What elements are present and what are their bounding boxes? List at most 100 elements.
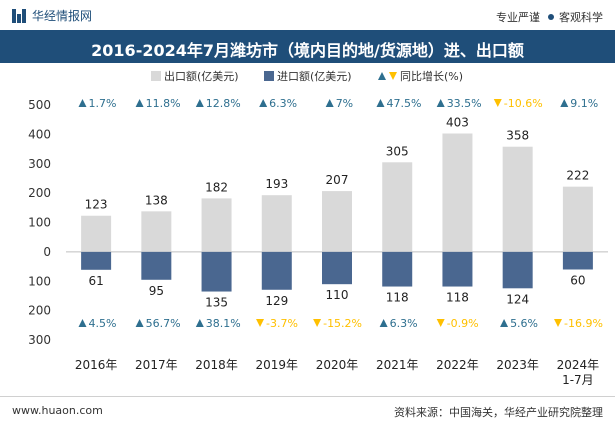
- export-growth-label: 9.1%: [560, 97, 598, 110]
- import-growth-value: 4.5%: [89, 317, 117, 330]
- export-growth-value: 7%: [336, 97, 353, 110]
- up-arrow-icon: [379, 319, 388, 327]
- up-arrow-icon: [436, 99, 445, 107]
- import-growth-value: 38.1%: [206, 317, 241, 330]
- up-arrow-icon: [78, 99, 87, 107]
- export-bar: [322, 191, 352, 252]
- import-growth-label: -3.7%: [256, 317, 298, 330]
- down-arrow-icon: [493, 99, 502, 107]
- down-arrow-icon: [256, 319, 265, 327]
- legend-growth-label: 同比增长(%): [400, 69, 463, 83]
- y-tick-label: 200: [28, 186, 51, 200]
- import-value-label: 110: [326, 288, 349, 302]
- export-bar: [201, 198, 232, 252]
- import-growth-value: -0.9%: [447, 317, 479, 330]
- export-bar: [261, 195, 292, 252]
- up-arrow-icon: [500, 319, 509, 327]
- y-tick-label: 300: [28, 157, 51, 171]
- footer-source: 资料来源：中国海关，华经产业研究院整理: [394, 406, 603, 419]
- import-growth-value: -16.9%: [564, 317, 603, 330]
- import-growth-label: 38.1%: [195, 317, 241, 330]
- export-growth-label: -10.6%: [493, 97, 543, 110]
- legend-up-arrow-icon: [378, 72, 386, 80]
- export-value-label: 182: [205, 180, 228, 194]
- dot-icon: [548, 14, 554, 20]
- import-bar: [442, 251, 473, 287]
- import-growth-label: 4.5%: [78, 317, 117, 330]
- import-value-label: 124: [506, 292, 529, 306]
- import-bar: [141, 251, 172, 280]
- legend-export-swatch: [151, 71, 161, 81]
- export-value-label: 123: [85, 198, 108, 212]
- export-bar: [81, 215, 112, 252]
- export-growth-label: 6.3%: [259, 97, 297, 110]
- y-tick-label: 300: [28, 333, 51, 347]
- top-bar: 华经情报网 专业严谨 客观科学: [0, 0, 615, 30]
- up-arrow-icon: [195, 99, 204, 107]
- legend-import-label: 进口额(亿美元): [277, 70, 352, 83]
- up-arrow-icon: [325, 99, 334, 107]
- export-value-label: 222: [566, 169, 589, 183]
- category-label: 2020年: [316, 358, 359, 372]
- logo-bars-icon: [12, 8, 26, 23]
- import-bar: [81, 251, 112, 270]
- up-arrow-icon: [135, 99, 144, 107]
- up-arrow-icon: [195, 319, 204, 327]
- export-growth-value: 12.8%: [206, 97, 241, 110]
- export-value-label: 403: [446, 115, 469, 129]
- import-growth-label: 6.3%: [379, 317, 418, 330]
- export-value-label: 193: [265, 177, 288, 191]
- export-growth-value: 11.8%: [146, 97, 181, 110]
- legend-import-swatch: [264, 71, 274, 81]
- logo-text: 华经情报网: [32, 9, 93, 23]
- category-label: 2022年: [436, 358, 479, 372]
- category-label: 2016年: [75, 358, 118, 372]
- import-growth-label: -0.9%: [436, 317, 479, 330]
- export-growth-value: -10.6%: [504, 97, 543, 110]
- import-growth-value: -15.2%: [323, 317, 362, 330]
- import-bar: [502, 251, 533, 289]
- import-bar: [322, 251, 352, 285]
- import-value-label: 60: [570, 274, 585, 288]
- export-value-label: 358: [506, 129, 529, 143]
- import-value-label: 118: [446, 291, 469, 305]
- import-bar: [261, 251, 292, 290]
- footer-website: www.huaon.com: [12, 404, 103, 417]
- import-bar: [201, 251, 232, 292]
- category-label: 2021年: [376, 358, 419, 372]
- y-tick-label: 500: [28, 98, 51, 112]
- import-value-label: 118: [386, 291, 409, 305]
- y-tick-label: 100: [28, 216, 51, 230]
- chart-area: 500 400 300 200 100 0 100 200 300 出口额(亿美元) 进口额(亿美元…: [28, 69, 608, 387]
- import-growth-label: -16.9%: [553, 317, 603, 330]
- import-value-label: 129: [265, 294, 288, 308]
- legend-down-arrow-icon: [389, 72, 397, 80]
- export-value-label: 138: [145, 193, 168, 207]
- tagline-right: 客观科学: [559, 11, 603, 24]
- import-growth-label: -15.2%: [313, 317, 362, 330]
- export-growth-label: 11.8%: [135, 97, 181, 110]
- category-label: 2018年: [195, 358, 238, 372]
- export-growth-label: 12.8%: [195, 97, 241, 110]
- tagline: 专业严谨 客观科学: [496, 9, 603, 25]
- export-value-label: 305: [386, 144, 409, 158]
- up-arrow-icon: [259, 99, 268, 107]
- category-label: 2019年: [256, 358, 299, 372]
- export-growth-label: 7%: [325, 97, 353, 110]
- title-bar: 2016-2024年7月潍坊市（境内目的地/货源地）进、出口额: [0, 30, 615, 63]
- import-value-label: 95: [149, 284, 164, 298]
- import-bar: [382, 251, 413, 287]
- export-growth-label: 1.7%: [78, 97, 117, 110]
- import-growth-label: 5.6%: [500, 317, 538, 330]
- logo: 华经情报网: [12, 7, 92, 24]
- chart-title: 2016-2024年7月潍坊市（境内目的地/货源地）进、出口额: [91, 41, 524, 60]
- down-arrow-icon: [553, 319, 562, 327]
- up-arrow-icon: [135, 319, 144, 327]
- export-bar: [141, 211, 172, 252]
- y-tick-label: 0: [43, 245, 51, 259]
- export-growth-value: 1.7%: [89, 97, 117, 110]
- import-growth-value: 56.7%: [146, 317, 181, 330]
- down-arrow-icon: [436, 319, 445, 327]
- up-arrow-icon: [376, 99, 385, 107]
